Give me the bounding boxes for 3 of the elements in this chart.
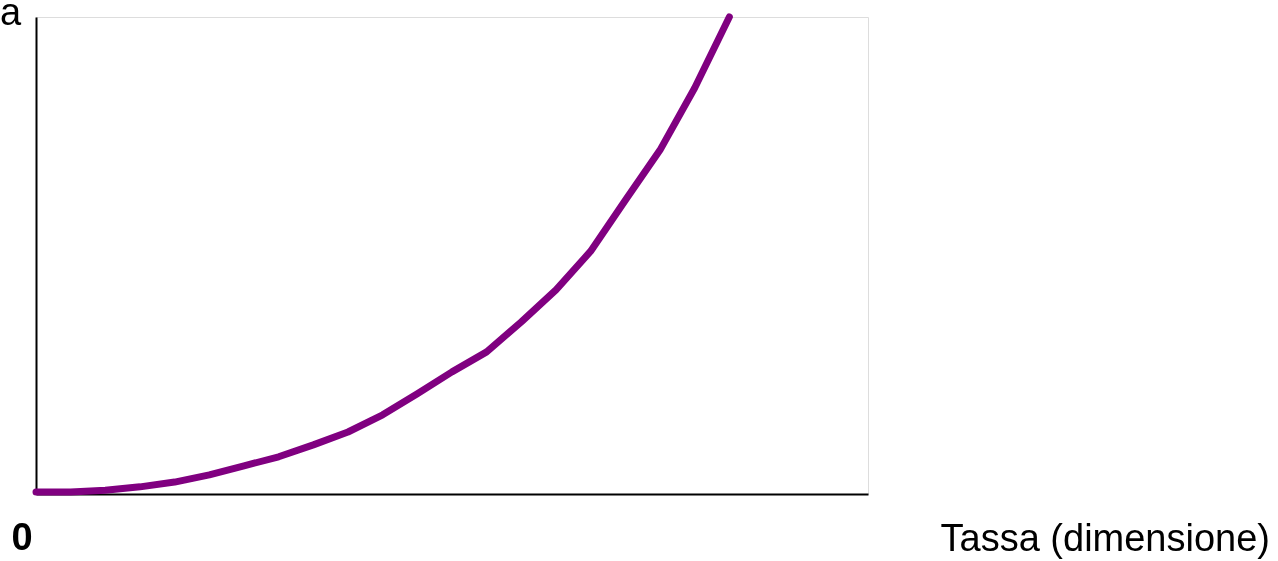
- text: 0: [11, 516, 33, 558]
- y-axis-title: a: [0, 0, 22, 33]
- x-axis-title: Tassa (dimensione): [940, 517, 1270, 559]
